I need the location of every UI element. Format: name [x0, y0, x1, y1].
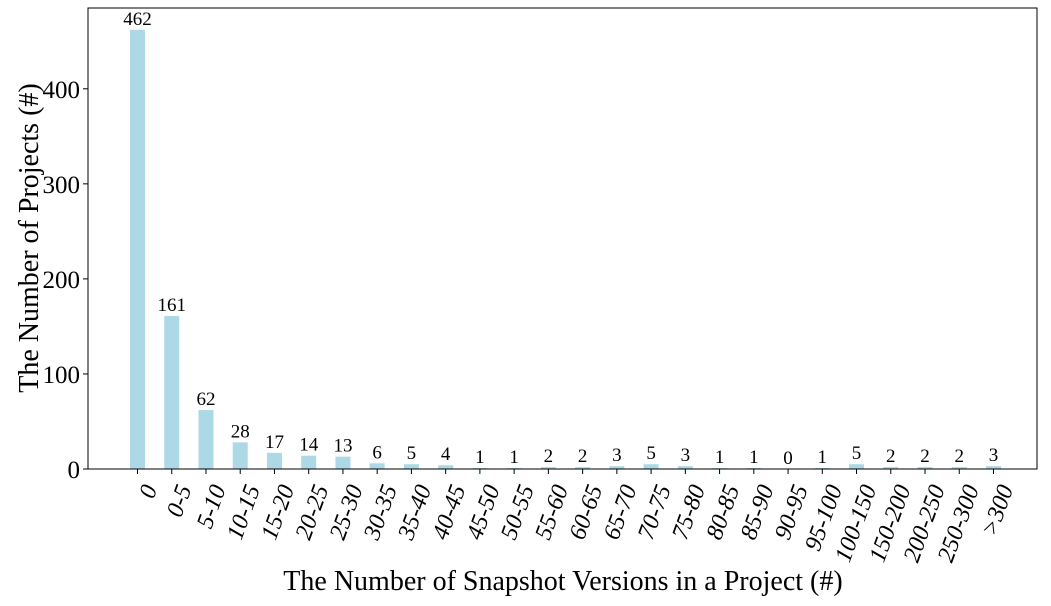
- data-label-30-35: 6: [372, 442, 382, 463]
- data-label-100-150: 5: [852, 443, 862, 464]
- bars-layer: [130, 29, 1001, 470]
- data-label-5-10: 62: [196, 389, 215, 410]
- bar-55-60: [540, 467, 556, 469]
- x-axis: 00-55-1010-1515-2020-2525-3030-3535-4040…: [135, 469, 1019, 566]
- bar-0-5: [164, 315, 180, 469]
- bar-200-250: [917, 467, 933, 469]
- data-label-200-250: 2: [920, 446, 930, 467]
- data-label-90-95: 0: [783, 448, 793, 469]
- bar-25-30: [335, 456, 351, 469]
- data-label-150-200: 2: [886, 446, 896, 467]
- data-label-15-20: 17: [265, 432, 284, 453]
- data-label-25-30: 13: [333, 436, 352, 457]
- data-label-65-70: 3: [612, 445, 622, 466]
- y-tick-label-200: 200: [43, 267, 81, 294]
- bar-20-25: [301, 455, 317, 469]
- bar-100-150: [849, 464, 865, 469]
- bar-35-40: [403, 464, 419, 469]
- x-axis-title: The Number of Snapshot Versions in a Pro…: [283, 566, 843, 597]
- data-label-95-100: 1: [818, 447, 828, 468]
- data-label-85-90: 1: [749, 447, 759, 468]
- data-label->300: 3: [989, 445, 999, 466]
- data-label-40-45: 4: [441, 444, 451, 465]
- data-label-45-50: 1: [475, 447, 485, 468]
- data-label-70-75: 5: [646, 443, 656, 464]
- bar-250-300: [951, 467, 967, 469]
- bar->300: [986, 466, 1001, 469]
- bar-30-35: [369, 463, 385, 469]
- plot-frame: [87, 7, 1038, 470]
- bar-65-70: [609, 466, 625, 469]
- data-labels-layer: 462 161 62 28 17 14 13 6 5 4 1 1 2 2 3 5 3 1 1 0 1 5 2 2 2 3: [123, 9, 998, 469]
- y-axis: 0 100 200 300 400: [43, 77, 88, 484]
- y-tick-label-0: 0: [68, 457, 81, 484]
- data-label-55-60: 2: [544, 446, 554, 467]
- bar-75-80: [677, 466, 693, 469]
- bar-60-65: [575, 467, 591, 469]
- bar-40-45: [438, 465, 454, 469]
- x-tick-label-0: 0: [135, 482, 164, 502]
- bar-0: [130, 29, 145, 470]
- y-tick-label-300: 300: [43, 172, 81, 199]
- x-tick-label-0-5: 0-5: [162, 482, 197, 521]
- bar-150-200: [883, 467, 899, 469]
- bar-15-20: [266, 452, 282, 469]
- y-tick-label-400: 400: [43, 77, 81, 104]
- data-label-20-25: 14: [299, 435, 319, 456]
- data-label-0-5: 161: [157, 295, 186, 316]
- bar-5-10: [198, 410, 214, 469]
- data-label-35-40: 5: [407, 443, 417, 464]
- bar-70-75: [643, 464, 659, 469]
- data-label-80-85: 1: [715, 447, 725, 468]
- y-axis-title: The Number of Projects (#): [14, 83, 45, 393]
- data-label-60-65: 2: [578, 446, 588, 467]
- data-label-50-55: 1: [509, 447, 519, 468]
- data-label-75-80: 3: [681, 445, 691, 466]
- bar-10-15: [232, 442, 248, 469]
- y-tick-label-100: 100: [43, 362, 81, 389]
- data-label-250-300: 2: [955, 446, 965, 467]
- data-label-10-15: 28: [231, 421, 250, 442]
- data-label-0: 462: [123, 9, 152, 30]
